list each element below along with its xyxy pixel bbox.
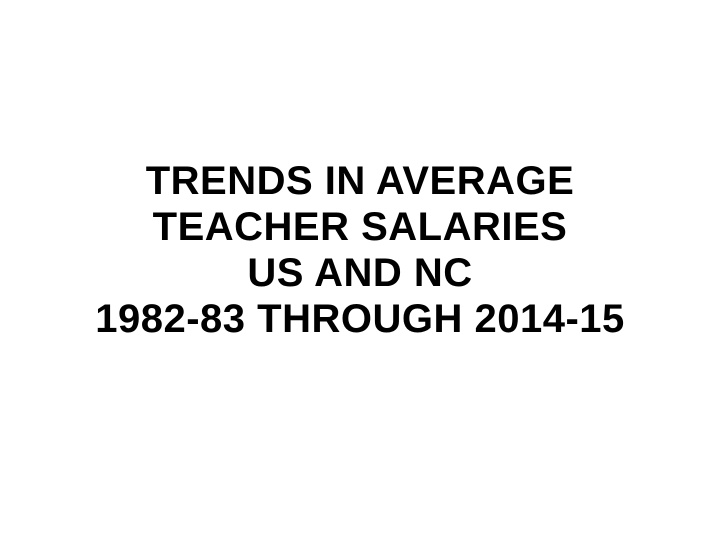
title-line-2: TEACHER SALARIES xyxy=(95,204,625,250)
slide-title-container: TRENDS IN AVERAGE TEACHER SALARIES US AN… xyxy=(95,158,625,342)
title-line-4: 1982-83 THROUGH 2014-15 xyxy=(95,296,625,342)
title-line-3: US AND NC xyxy=(95,250,625,296)
title-line-1: TRENDS IN AVERAGE xyxy=(95,158,625,204)
